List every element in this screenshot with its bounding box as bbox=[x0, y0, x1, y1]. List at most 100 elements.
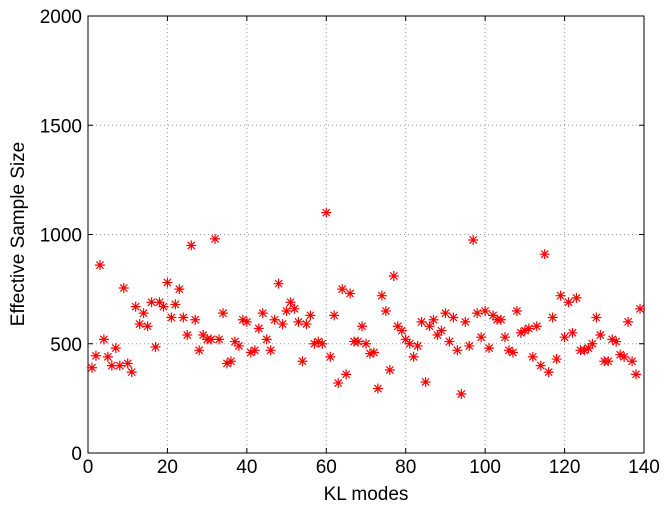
marker bbox=[317, 338, 328, 349]
marker bbox=[488, 310, 499, 321]
marker bbox=[503, 345, 514, 356]
y-tick-label: 500 bbox=[50, 335, 82, 356]
y-tick-label: 1500 bbox=[40, 116, 82, 137]
marker bbox=[452, 345, 463, 356]
marker bbox=[555, 290, 566, 301]
marker bbox=[563, 297, 574, 308]
marker bbox=[126, 367, 137, 378]
marker bbox=[229, 336, 240, 347]
marker bbox=[301, 319, 312, 330]
marker bbox=[106, 360, 117, 371]
marker bbox=[134, 319, 145, 330]
x-tick-label: 120 bbox=[549, 457, 581, 478]
marker bbox=[237, 314, 248, 325]
marker bbox=[158, 301, 169, 312]
axes-box bbox=[87, 15, 645, 454]
marker bbox=[539, 249, 550, 260]
marker bbox=[313, 336, 324, 347]
marker bbox=[166, 312, 177, 323]
marker bbox=[186, 240, 197, 251]
marker bbox=[182, 330, 193, 341]
marker bbox=[571, 292, 582, 303]
x-tick-label: 20 bbox=[157, 457, 178, 478]
marker bbox=[170, 299, 181, 310]
marker bbox=[249, 345, 260, 356]
marker bbox=[535, 360, 546, 371]
marker bbox=[345, 288, 356, 299]
marker bbox=[214, 334, 225, 345]
marker bbox=[86, 362, 97, 373]
marker bbox=[507, 347, 518, 358]
marker bbox=[325, 351, 336, 362]
marker bbox=[150, 342, 161, 353]
marker bbox=[190, 314, 201, 325]
marker bbox=[388, 271, 399, 282]
marker bbox=[603, 356, 614, 367]
marker bbox=[396, 325, 407, 336]
marker bbox=[551, 354, 562, 365]
marker bbox=[440, 308, 451, 319]
y-tick-label: 2000 bbox=[40, 7, 82, 28]
marker bbox=[341, 369, 352, 380]
x-tick-label: 0 bbox=[83, 457, 94, 478]
marker bbox=[321, 207, 332, 218]
marker bbox=[472, 308, 483, 319]
marker bbox=[464, 340, 475, 351]
marker bbox=[567, 327, 578, 338]
marker bbox=[174, 284, 185, 295]
marker bbox=[333, 378, 344, 389]
marker bbox=[110, 343, 121, 354]
marker bbox=[543, 367, 554, 378]
marker bbox=[361, 338, 371, 349]
marker bbox=[368, 347, 379, 358]
marker bbox=[480, 305, 491, 316]
marker bbox=[297, 356, 308, 367]
marker bbox=[408, 351, 419, 362]
marker bbox=[448, 312, 459, 323]
marker bbox=[432, 330, 443, 341]
marker bbox=[400, 334, 411, 345]
marker bbox=[281, 305, 292, 316]
marker bbox=[146, 297, 157, 308]
marker bbox=[595, 330, 606, 341]
marker bbox=[384, 364, 395, 375]
marker bbox=[118, 283, 129, 294]
marker bbox=[353, 336, 364, 347]
marker bbox=[241, 316, 252, 327]
marker bbox=[623, 316, 634, 327]
y-tick-label: 0 bbox=[71, 444, 82, 465]
marker bbox=[484, 343, 495, 354]
marker bbox=[122, 358, 133, 369]
marker bbox=[94, 260, 105, 271]
marker bbox=[404, 338, 415, 349]
marker bbox=[515, 327, 526, 338]
marker bbox=[253, 323, 264, 334]
marker bbox=[496, 314, 507, 325]
marker bbox=[285, 297, 296, 308]
marker bbox=[273, 278, 284, 289]
marker bbox=[519, 325, 530, 336]
marker bbox=[198, 330, 209, 341]
marker bbox=[412, 340, 423, 351]
marker bbox=[619, 351, 630, 362]
marker bbox=[523, 323, 534, 334]
marker bbox=[162, 277, 173, 288]
marker bbox=[102, 351, 113, 362]
marker bbox=[428, 314, 439, 325]
marker bbox=[591, 312, 602, 323]
marker bbox=[420, 376, 431, 387]
x-tick-label: 40 bbox=[236, 457, 257, 478]
x-tick-label: 60 bbox=[316, 457, 337, 478]
marker bbox=[511, 305, 522, 316]
marker bbox=[531, 321, 542, 332]
marker bbox=[261, 334, 272, 345]
marker bbox=[269, 314, 280, 325]
marker bbox=[436, 325, 447, 336]
marker bbox=[500, 332, 510, 343]
marker bbox=[468, 234, 479, 245]
marker bbox=[245, 347, 256, 358]
marker bbox=[372, 383, 383, 394]
marker bbox=[130, 301, 141, 312]
marker bbox=[380, 305, 391, 316]
